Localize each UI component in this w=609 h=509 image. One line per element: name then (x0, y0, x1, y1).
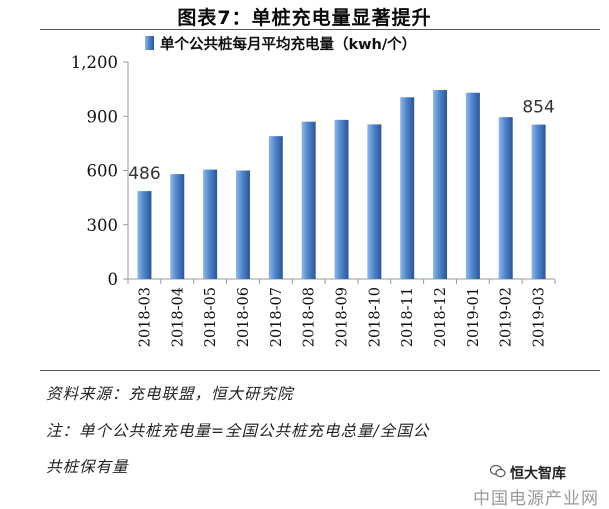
bar (137, 191, 152, 279)
data-label: 486 (128, 164, 160, 184)
y-tick-label: 900 (87, 107, 119, 126)
bar (498, 117, 513, 279)
legend: 单个公共桩每月平均充电量（kwh/个） (145, 35, 416, 53)
x-tick-label: 2018-06 (236, 287, 252, 347)
x-tick-label: 2018-05 (203, 287, 219, 347)
bar (433, 90, 448, 279)
bar (465, 92, 480, 279)
y-tick-label: 600 (87, 162, 119, 181)
bar (301, 121, 316, 279)
x-tick-label: 2018-10 (367, 287, 383, 347)
wechat-icon (490, 464, 506, 478)
y-tick-label: 300 (87, 216, 119, 235)
x-tick-label: 2018-04 (170, 287, 186, 347)
watermark-brand: 恒大智库 (510, 466, 566, 482)
bar (400, 97, 415, 279)
x-tick-label: 2019-03 (532, 287, 548, 347)
y-tick-label: 0 (108, 270, 119, 289)
x-tick-label: 2019-02 (499, 287, 515, 347)
figure-title: 图表7：单桩充电量显著提升 (177, 7, 432, 29)
footnote-line-1: 注：单个公共桩充电量=全国公共桩充电总量/全国公 (46, 422, 430, 440)
source-note: 资料来源：充电联盟，恒大研究院 (46, 385, 294, 403)
x-tick-label: 2018-03 (137, 287, 153, 347)
bar (268, 136, 283, 279)
bar (334, 119, 349, 279)
legend-label: 单个公共桩每月平均充电量（kwh/个） (160, 35, 416, 53)
x-tick-label: 2018-12 (433, 287, 449, 347)
watermark-site: 中国电源产业网 (473, 489, 599, 509)
bar (170, 174, 185, 279)
x-tick-label: 2018-09 (335, 287, 351, 347)
data-label: 854 (522, 98, 554, 118)
y-tick-label: 1,200 (71, 53, 118, 72)
bar (367, 124, 382, 279)
bottom-divider (40, 370, 600, 371)
x-tick-label: 2018-07 (269, 287, 285, 347)
bar-chart: 单个公共桩每月平均充电量（kwh/个） 0 300 600 900 1,200 2018… (71, 35, 556, 347)
bar (531, 124, 546, 280)
legend-swatch (145, 36, 154, 50)
x-tick-label: 2018-11 (400, 287, 416, 347)
footnote-line-2: 共桩保有量 (46, 458, 129, 476)
x-tick-label: 2019-01 (466, 287, 482, 347)
top-divider (40, 29, 600, 30)
bar (203, 169, 218, 279)
x-tick-label: 2018-08 (302, 287, 318, 347)
bar (235, 170, 250, 279)
